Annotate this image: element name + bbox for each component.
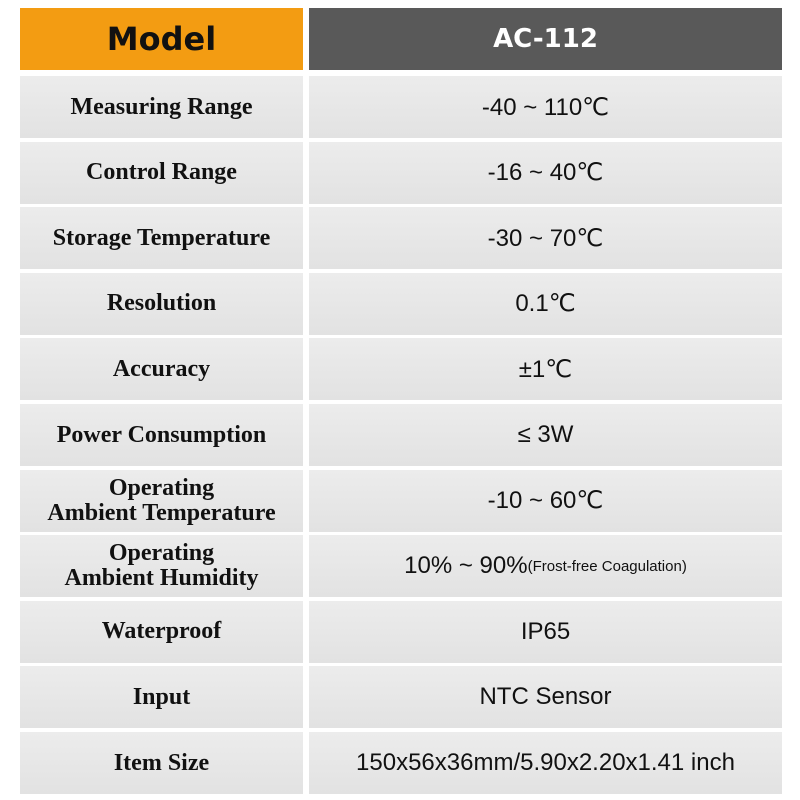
row-value: 0.1℃: [309, 272, 782, 335]
label-line: Operating: [108, 474, 215, 501]
row-label: Measuring Range: [20, 76, 303, 138]
label-line: Ambient Humidity: [64, 565, 259, 592]
row-label: Operating Ambient Temperature: [20, 469, 303, 532]
value-text: NTC Sensor: [479, 683, 612, 711]
label-line: Measuring Range: [70, 93, 253, 120]
value-note: (Frost-free Coagulation): [527, 557, 687, 575]
value-text: -16 ~ 40℃: [487, 159, 604, 187]
header-value: AC-112: [309, 8, 782, 70]
row-label: Storage Temperature: [20, 207, 303, 270]
label-line: Item Size: [113, 749, 210, 776]
label-line: Power Consumption: [56, 421, 267, 448]
row-value: -30 ~ 70℃: [309, 207, 782, 270]
label-line: Storage Temperature: [52, 224, 271, 251]
row-value: -16 ~ 40℃: [309, 141, 782, 204]
label-line: Accuracy: [112, 355, 211, 382]
label-line: Operating: [108, 540, 215, 567]
row-value: ±1℃: [309, 338, 782, 401]
row-label: Accuracy: [20, 338, 303, 401]
row-value: -40 ~ 110℃: [309, 76, 782, 138]
label-line: Resolution: [106, 290, 217, 317]
row-value: 150x56x36mm/5.90x2.20x1.41 inch: [309, 732, 782, 794]
row-label: Waterproof: [20, 600, 303, 663]
label-line: Input: [132, 683, 191, 710]
row-value: NTC Sensor: [309, 666, 782, 729]
value-text: IP65: [520, 617, 571, 645]
row-value: -10 ~ 60℃: [309, 469, 782, 532]
row-label: Power Consumption: [20, 404, 303, 466]
row-label: Control Range: [20, 141, 303, 204]
row-label: Resolution: [20, 272, 303, 335]
label-line: Ambient Temperature: [47, 499, 276, 526]
value-text: ≤ 3W: [517, 421, 574, 448]
label-line: Waterproof: [101, 618, 222, 645]
value-text: ±1℃: [518, 355, 573, 383]
row-value: 10% ~ 90% (Frost-free Coagulation): [309, 535, 782, 598]
row-label: Input: [20, 666, 303, 729]
value-text: -10 ~ 60℃: [487, 487, 604, 515]
row-label: Operating Ambient Humidity: [20, 535, 303, 598]
row-label: Item Size: [20, 732, 303, 794]
label-line: Control Range: [86, 159, 237, 186]
value-text: 150x56x36mm/5.90x2.20x1.41 inch: [356, 749, 735, 776]
value-text: -40 ~ 110℃: [481, 93, 610, 121]
value-text: 0.1℃: [515, 290, 576, 318]
header-label: Model: [20, 8, 303, 70]
row-value: ≤ 3W: [309, 404, 782, 466]
row-value: IP65: [309, 600, 782, 663]
value-text: 10% ~ 90%: [404, 552, 528, 580]
value-text: -30 ~ 70℃: [487, 224, 604, 252]
